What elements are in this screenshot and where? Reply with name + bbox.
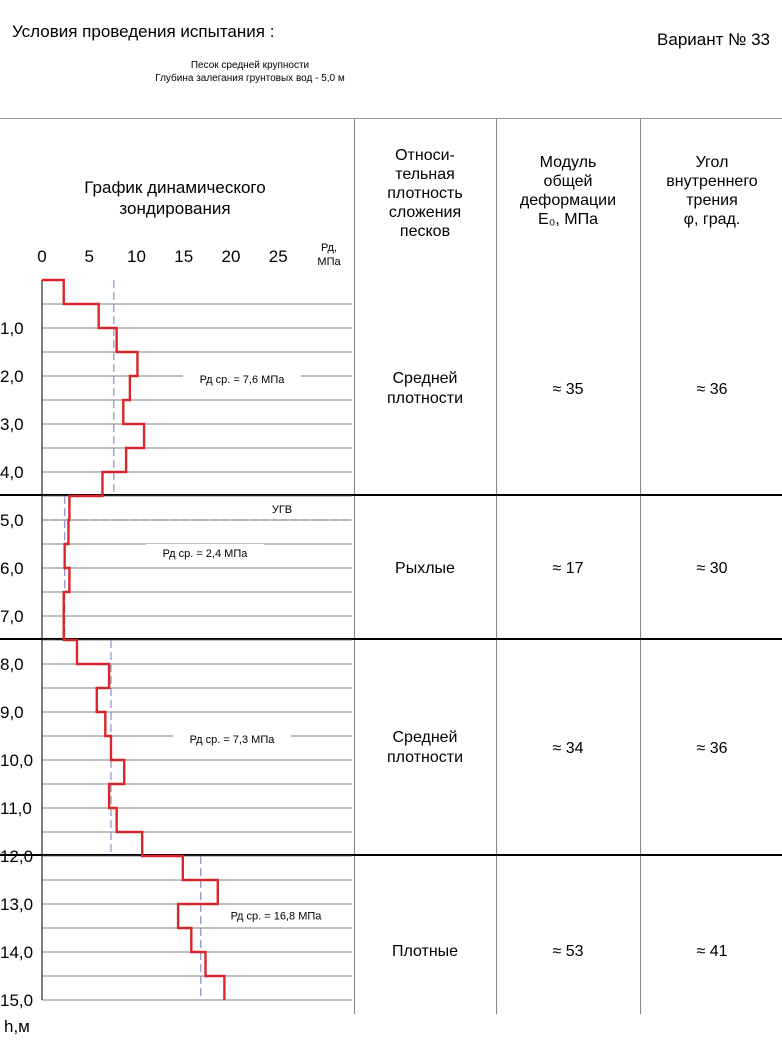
row2-density: Рыхлые	[395, 560, 455, 577]
layer-divider-3	[0, 854, 782, 856]
mean-label-bg	[146, 544, 264, 561]
row3-angle: ≈ 36	[696, 740, 728, 757]
row1-angle: ≈ 36	[696, 381, 728, 398]
y-tick-label: 3,0	[0, 415, 24, 434]
y-tick-label: 4,0	[0, 463, 24, 482]
x-tick-label: 15	[174, 247, 193, 266]
y-axis-label: h,м	[4, 1017, 30, 1036]
groundwater-depth-note: Глубина залегания грунтовых вод - 5,0 м	[155, 73, 345, 84]
header-angle: Угол внутреннего трения φ, град.	[666, 154, 758, 228]
row4-modulus: ≈ 53	[552, 943, 584, 960]
test-conditions-title: Условия проведения испытания :	[12, 22, 275, 41]
x-tick-label: 0	[37, 247, 46, 266]
row4-angle: ≈ 41	[696, 943, 728, 960]
layer-divider-1	[0, 494, 782, 496]
row2-angle: ≈ 30	[696, 560, 728, 577]
layer-divider-2	[0, 638, 782, 640]
y-tick-label: 7,0	[0, 607, 24, 626]
header-modulus: Модуль общей деформации E₀, МПа	[519, 154, 617, 228]
row2-modulus: ≈ 17	[552, 560, 584, 577]
variant-number: Вариант № 33	[657, 30, 770, 49]
dynamic-sounding-chart: 0 5 10 15 20 25 Рд, МПа 1,0 2,0 3,0 4,0 5,0 6,0 7,0 8,0…	[0, 242, 352, 1036]
mean-label: Рд ср. = 2,4 МПа	[163, 548, 249, 560]
y-tick-label: 6,0	[0, 559, 24, 578]
pd-profile-line	[42, 278, 226, 1000]
col-divider-2	[496, 118, 497, 1014]
soil-type: Песок средней крупности	[190, 60, 310, 71]
x-unit-label: Рд,	[321, 242, 337, 254]
x-tick-label: 5	[85, 247, 94, 266]
x-tick-label: 20	[222, 247, 241, 266]
row1-modulus: ≈ 35	[552, 381, 584, 398]
y-tick-label: 10,0	[0, 751, 33, 770]
x-tick-label: 25	[269, 247, 288, 266]
x-unit-label: МПа	[317, 256, 341, 268]
y-tick-label: 8,0	[0, 655, 24, 674]
header-chart: График динамического зондирования	[84, 178, 266, 218]
y-tick-label: 9,0	[0, 703, 24, 722]
mean-label-bg	[183, 370, 301, 387]
groundwater-label: УГВ	[272, 504, 292, 516]
mean-label-bg	[173, 730, 291, 747]
table-top-border	[0, 118, 782, 119]
y-tick-label: 12,0	[0, 847, 33, 866]
row3-density: Средней плотности	[386, 729, 464, 766]
y-tick-label: 11,0	[0, 799, 32, 818]
y-tick-label: 1,0	[0, 319, 24, 338]
y-tick-label: 5,0	[0, 511, 24, 530]
col-divider-3	[640, 118, 641, 1014]
y-tick-label: 13,0	[0, 895, 33, 914]
col-divider-1	[354, 118, 355, 1014]
mean-label-bg	[217, 906, 335, 924]
y-tick-label: 15,0	[0, 991, 33, 1010]
row4-density: Плотные	[391, 943, 459, 960]
mean-label: Рд ср. = 7,3 МПа	[190, 734, 276, 746]
x-tick-label: 10	[127, 247, 146, 266]
header-density: Относи- тельная плотность сложения песко…	[387, 147, 463, 240]
row1-density: Средней плотности	[386, 370, 464, 407]
row3-modulus: ≈ 34	[552, 740, 584, 757]
y-tick-label: 2,0	[0, 367, 24, 386]
mean-label: Рд ср. = 7,6 МПа	[200, 374, 286, 386]
y-tick-label: 14,0	[0, 943, 33, 962]
mean-label: Рд ср. = 16,8 МПа	[231, 910, 323, 922]
